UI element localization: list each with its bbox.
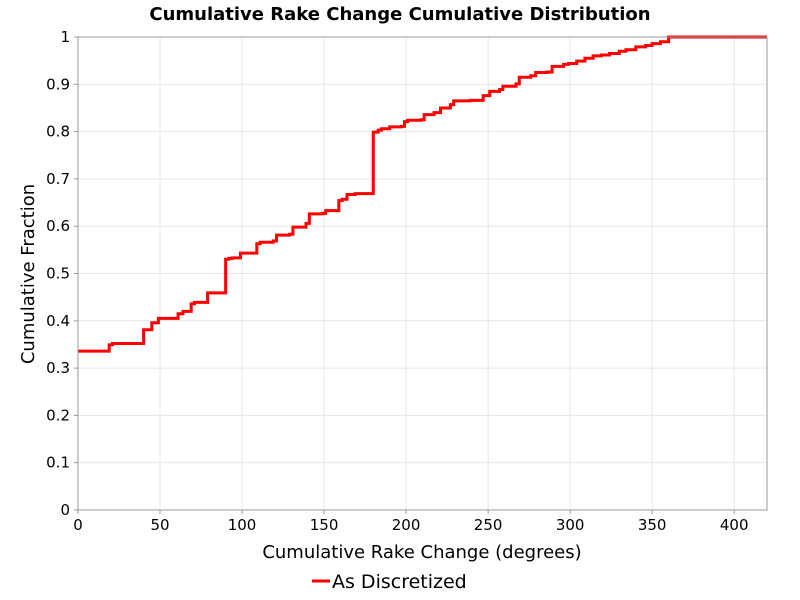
y-tick-label: 0.7 <box>46 170 70 188</box>
x-axis-label: Cumulative Rake Change (degrees) <box>262 542 581 563</box>
x-tick-label: 350 <box>638 516 667 534</box>
x-tick-label: 250 <box>474 516 503 534</box>
x-tick-label: 150 <box>310 516 339 534</box>
x-tick-label: 50 <box>150 516 169 534</box>
x-tick-label: 200 <box>392 516 421 534</box>
y-tick-label: 0 <box>60 501 70 519</box>
y-tick-label: 1 <box>60 28 70 46</box>
series-layer <box>78 35 767 353</box>
y-tick-label: 0.5 <box>46 265 70 283</box>
legend-label-as-discretized: As Discretized <box>332 571 467 593</box>
x-tick-label: 400 <box>720 516 749 534</box>
x-tick-label: 300 <box>556 516 585 534</box>
y-axis-label: Cumulative Fraction <box>18 184 39 364</box>
gridlines <box>77 36 767 511</box>
y-tick-label: 0.1 <box>46 454 70 472</box>
y-tick-label: 0.3 <box>46 359 70 377</box>
legend: As Discretized <box>312 571 467 593</box>
series-line-as-discretized <box>78 35 767 353</box>
x-tick-label: 0 <box>73 516 83 534</box>
y-tick-label: 0.4 <box>46 312 70 330</box>
y-tick-label: 0.9 <box>46 75 70 93</box>
y-tick-label: 0.6 <box>46 217 70 235</box>
chart-title: Cumulative Rake Change Cumulative Distri… <box>149 4 650 25</box>
x-tick-label: 100 <box>228 516 257 534</box>
y-tick-label: 0.8 <box>46 123 70 141</box>
y-tick-label: 0.2 <box>46 406 70 424</box>
axes: 0 50 100 150 200 250 300 350 400 0 0.1 0.2 0.3 0.4 0.5… <box>46 28 748 534</box>
